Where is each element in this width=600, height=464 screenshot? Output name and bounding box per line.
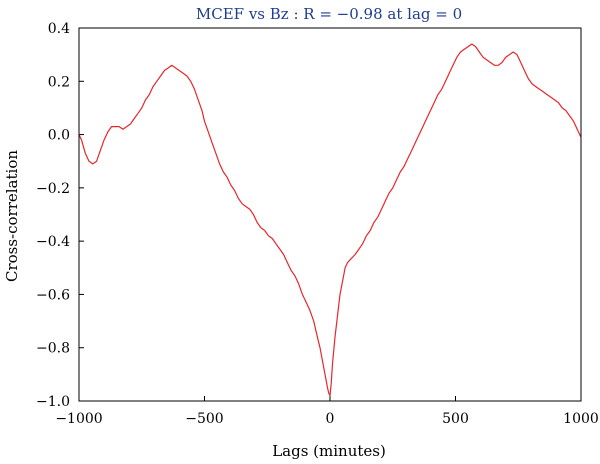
x-tick-label: 500 [442, 411, 469, 427]
y-axis-label: Cross-correlation [3, 150, 21, 282]
series-line [78, 43, 582, 397]
series-layer [78, 43, 582, 397]
y-tick-label: −0.6 [36, 287, 70, 303]
y-tick-label: −0.4 [36, 234, 70, 250]
x-tick-label: −500 [185, 411, 223, 427]
y-tick-label: −0.2 [36, 181, 70, 197]
chart-title: MCEF vs Bz : R = −0.98 at lag = 0 [196, 5, 462, 23]
y-tick-label: 0.0 [48, 128, 70, 144]
x-axis-label: Lags (minutes) [272, 442, 386, 460]
x-tick-label: 1000 [563, 411, 599, 427]
y-tick-label: −0.8 [36, 341, 70, 357]
x-tick-label: 0 [326, 411, 335, 427]
y-tick-label: −1.0 [36, 394, 70, 410]
y-tick-label: 0.4 [48, 21, 70, 37]
axis-ticks: −1000 −500 0 500 1000 0.4 0.2 0.0 −0.2 −0.4 −0.6 −0… [36, 21, 599, 427]
y-tick-label: 0.2 [48, 74, 70, 90]
x-tick-label: −1000 [55, 411, 102, 427]
plot-frame [78, 27, 582, 402]
